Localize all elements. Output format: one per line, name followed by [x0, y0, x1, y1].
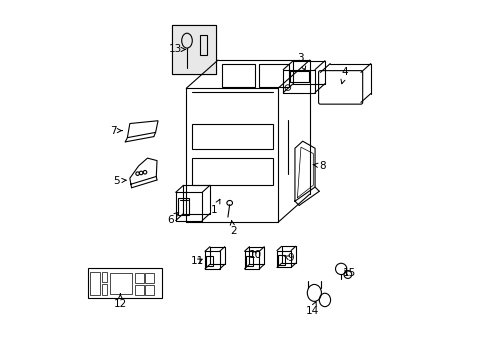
- Text: 5: 5: [113, 176, 126, 186]
- Bar: [172, 25, 216, 74]
- Text: 13: 13: [169, 45, 185, 54]
- Bar: [245, 256, 252, 266]
- Text: 2: 2: [229, 220, 236, 236]
- Bar: [178, 198, 189, 215]
- Bar: [87, 268, 161, 298]
- Text: 11: 11: [191, 256, 204, 266]
- Bar: [145, 285, 154, 294]
- Bar: [135, 274, 143, 283]
- Bar: [191, 125, 272, 149]
- Text: 10: 10: [248, 250, 261, 260]
- Text: 8: 8: [312, 161, 325, 171]
- Bar: [172, 25, 216, 74]
- Bar: [145, 274, 154, 283]
- Bar: [90, 272, 100, 294]
- Text: 14: 14: [305, 302, 318, 315]
- Text: 15: 15: [342, 269, 356, 279]
- Bar: [258, 64, 288, 86]
- Bar: [200, 35, 206, 55]
- Bar: [221, 64, 255, 86]
- Text: 3: 3: [297, 53, 305, 71]
- Text: 4: 4: [340, 67, 347, 84]
- Text: 7: 7: [110, 126, 122, 136]
- Bar: [135, 285, 143, 294]
- Text: 9: 9: [284, 253, 293, 263]
- Bar: [289, 71, 308, 82]
- Bar: [102, 284, 107, 294]
- Bar: [110, 273, 131, 294]
- Text: 12: 12: [113, 294, 127, 309]
- Bar: [278, 256, 284, 265]
- Bar: [191, 158, 272, 185]
- Bar: [102, 272, 107, 282]
- Text: 6: 6: [167, 212, 178, 225]
- Text: 1: 1: [211, 199, 220, 215]
- Bar: [206, 256, 213, 266]
